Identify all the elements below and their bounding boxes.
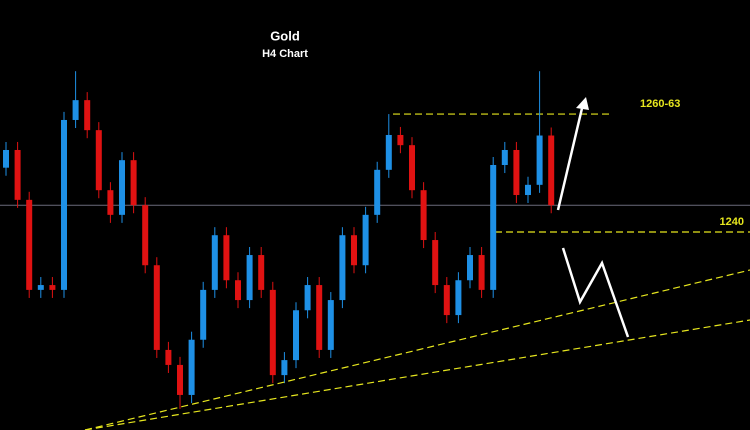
- candle-body: [165, 349, 172, 365]
- candle-body: [26, 199, 33, 290]
- candle-body: [177, 364, 183, 395]
- candle-body: [72, 100, 79, 120]
- trend-line: [84, 269, 750, 430]
- trend-line: [84, 319, 750, 430]
- candle-body: [351, 235, 357, 266]
- candle-body: [49, 285, 56, 290]
- chart-title: Gold: [270, 28, 300, 43]
- candle-body: [327, 300, 334, 350]
- candle-body: [490, 165, 497, 290]
- candle-body: [153, 265, 160, 350]
- candle-body: [223, 235, 230, 281]
- candle-body: [119, 160, 125, 215]
- candle-body: [269, 289, 276, 376]
- candle-body: [293, 310, 299, 361]
- candle-body: [339, 235, 346, 301]
- candle-body: [200, 289, 207, 340]
- candle-body: [478, 255, 485, 290]
- candle-body: [84, 100, 91, 131]
- candle-body: [420, 190, 427, 241]
- candle-body: [501, 149, 508, 165]
- candle-body: [246, 255, 253, 301]
- candle-body: [14, 149, 21, 200]
- candle-body: [61, 119, 67, 290]
- candle-body: [3, 149, 9, 168]
- candle-body: [142, 205, 149, 266]
- candle-body: [525, 184, 531, 196]
- candle-body: [188, 339, 195, 395]
- candle-body: [211, 235, 218, 290]
- candle-body: [235, 280, 241, 301]
- candle-body: [409, 145, 415, 191]
- candle-body: [443, 285, 450, 316]
- candle-body: [385, 134, 392, 170]
- candle-body: [37, 285, 44, 290]
- candle-body: [455, 280, 462, 316]
- candle-body: [432, 240, 439, 286]
- up-arrow: [556, 103, 585, 211]
- down-zigzag: [561, 247, 630, 338]
- candle-body: [95, 130, 102, 191]
- candle-body: [513, 149, 520, 196]
- candle-body: [374, 169, 381, 215]
- candle-body: [304, 285, 311, 311]
- candle-body: [362, 214, 369, 266]
- candle-body: [130, 160, 137, 206]
- candle-body: [281, 360, 288, 376]
- candle-body: [548, 135, 555, 206]
- candle-body: [316, 285, 323, 350]
- candle-body: [107, 190, 114, 215]
- candle-body: [467, 255, 473, 281]
- up-arrow-head: [576, 97, 589, 110]
- plot-area: [0, 71, 750, 409]
- candle-body: [397, 134, 404, 146]
- level-label: 1240: [720, 216, 744, 228]
- level-label: 1260-63: [640, 98, 680, 110]
- candle-body: [258, 255, 265, 290]
- chart-subtitle: H4 Chart: [262, 48, 308, 60]
- candle-body: [536, 135, 543, 185]
